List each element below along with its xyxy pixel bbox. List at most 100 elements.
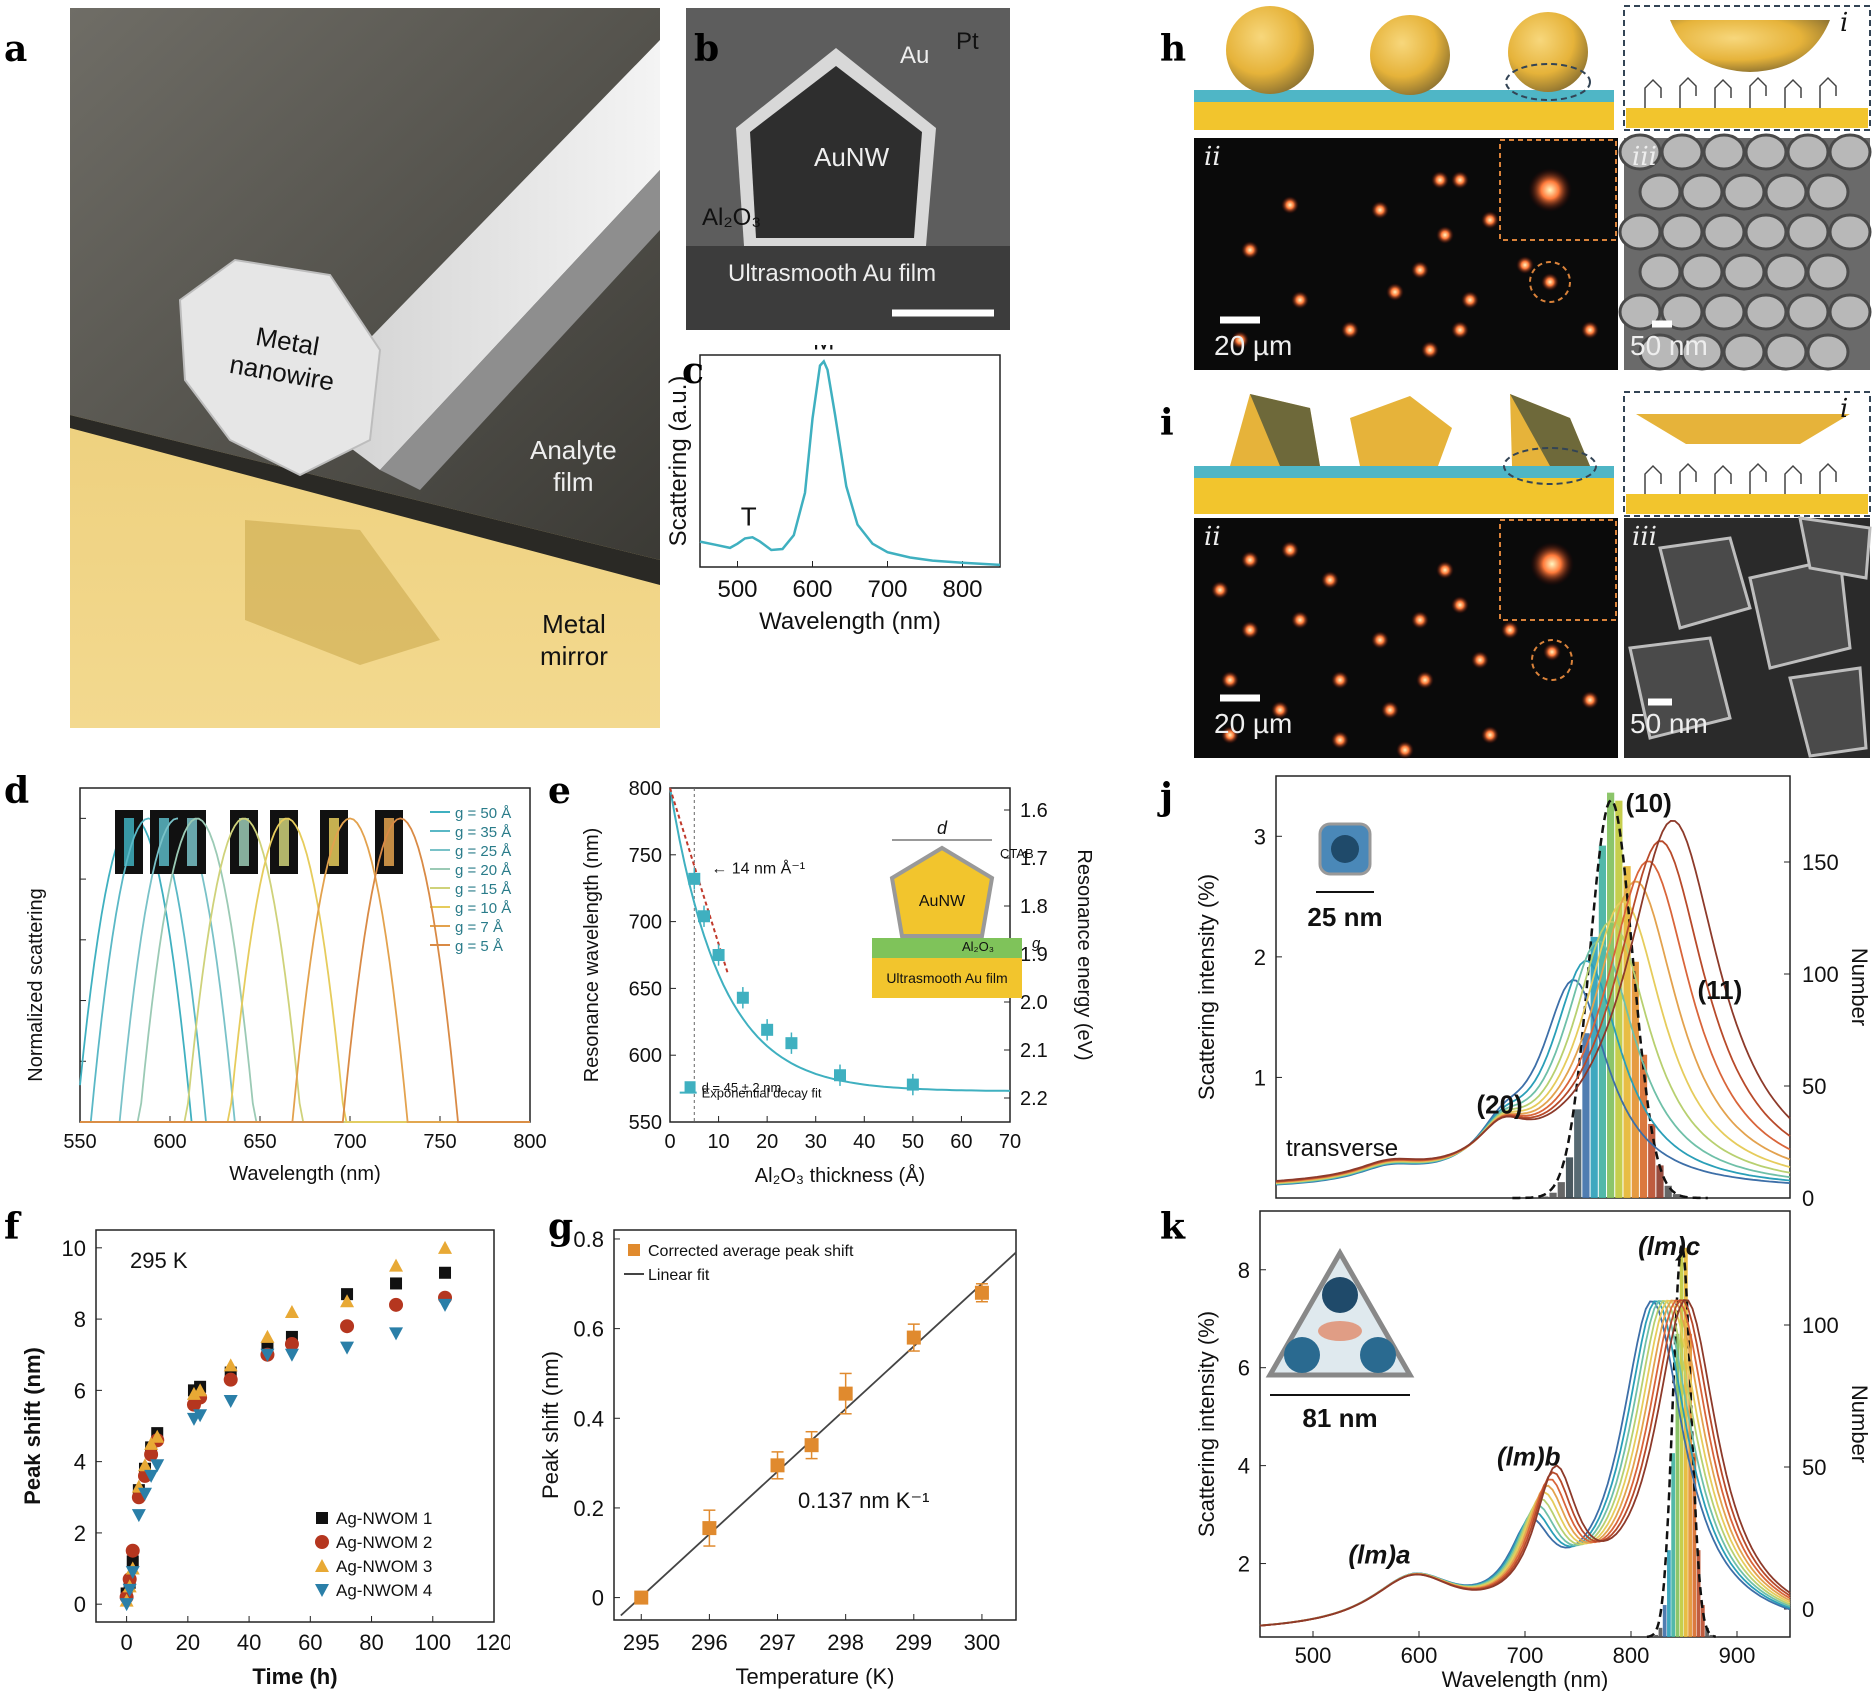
i-label-i: i <box>1840 394 1849 424</box>
plot-frame <box>613 1229 1017 1621</box>
dark-field-spot-i-8 <box>1221 671 1239 689</box>
histogram-bar-858 <box>1692 1453 1697 1637</box>
marker-s2-5 <box>144 1436 159 1450</box>
x-tick-label-1: 600 <box>1401 1643 1438 1668</box>
x-tick-label-1: 600 <box>153 1131 186 1153</box>
histogram-bar-732 <box>1565 1157 1574 1198</box>
mode-label-20: (20) <box>1476 1090 1522 1120</box>
marker-s3-14 <box>438 1298 453 1312</box>
marker-s2-12 <box>340 1294 355 1308</box>
histogram-bar-708 <box>1541 1196 1549 1198</box>
panel-c: 500 600 700 800 M T Wavelength (nm) Scattering … <box>660 345 1020 765</box>
x-tick-label-2: 650 <box>243 1131 276 1153</box>
panel-f: 0 20 40 60 80 100 120 0 2 4 6 8 10 Ag-NWOM 1 Ag-NWOM 2… <box>0 1200 510 1691</box>
marker-s2-11 <box>284 1304 299 1318</box>
scattering-intensity-chart-j: 1 2 3 0 50 100 150 (10) (11) (20) transverse 25 nm S… <box>1194 775 1872 1210</box>
y-axis-label: Peak shift (nm) <box>20 1347 45 1505</box>
marker-s3-1 <box>122 1583 137 1597</box>
marker-s2-13 <box>389 1258 404 1272</box>
inset-al2o3-layer <box>872 938 1022 958</box>
data-point-0 <box>688 872 701 885</box>
histogram-bar-716 <box>1549 1192 1557 1198</box>
histogram-bar-756 <box>1590 936 1598 1198</box>
inset-nanowire <box>889 845 995 938</box>
marker-s0-12 <box>341 1288 354 1301</box>
dark-field-spot-h-12 <box>1451 171 1469 189</box>
histogram-bar-870 <box>1705 1627 1709 1637</box>
panel-letter-c: c <box>682 350 704 392</box>
y2-tick-label-2: 100 <box>1802 1313 1839 1338</box>
thumb-glow-1 <box>159 818 169 866</box>
marker-s3-2 <box>125 1566 140 1580</box>
y2-tick-label-6: 2.2 <box>1020 1088 1048 1110</box>
marker-s2-14 <box>438 1240 453 1254</box>
i-scale-20um: 20 µm <box>1214 708 1293 739</box>
inset-size-label: 25 nm <box>1307 902 1382 932</box>
au-label: Au <box>900 42 930 69</box>
data-point-1 <box>698 910 710 923</box>
inset-lobe-top <box>1322 1277 1358 1313</box>
thumb-glow-6 <box>384 818 394 866</box>
y2-tick-label-1: 50 <box>1802 1074 1826 1099</box>
sem-particle-1-2 <box>1722 173 1766 211</box>
au-film-label: Ultrasmooth Au film <box>728 260 937 287</box>
marker-s3-12 <box>340 1341 355 1355</box>
sem-particle-0-5 <box>1828 133 1872 171</box>
mode-label-10: (10) <box>1626 788 1672 818</box>
x-tick-label-0: 500 <box>717 576 757 603</box>
legend-label-1: g = 35 Å <box>455 824 511 841</box>
dark-field-spot-i-17 <box>1543 643 1561 661</box>
gaussian-fit <box>1512 798 1708 1200</box>
aunw-label: AuNW <box>814 142 890 172</box>
dark-field-spot-h-0 <box>1241 241 1259 259</box>
histogram-bar-836 <box>1672 1194 1681 1198</box>
sem-particle-1-4 <box>1806 173 1850 211</box>
marker-s3-4 <box>137 1487 152 1501</box>
sem-particle-4-5 <box>1828 293 1872 331</box>
sem-particle-3-3 <box>1764 253 1808 291</box>
linear-fit-line <box>620 1251 1017 1617</box>
dark-field-spot-i-2 <box>1281 541 1299 559</box>
panel-b: Au Pt AuNW Al₂O₃ Ultrasmooth Au film <box>686 8 1010 330</box>
sem-particle-5-4 <box>1806 333 1850 371</box>
x-tick-label-0: 550 <box>63 1131 96 1153</box>
scattering-curve <box>699 359 1001 567</box>
dark-field-spot-h-6 <box>1411 261 1429 279</box>
histogram-bar-862 <box>1696 1550 1701 1637</box>
legend-label-3: Ag-NWOM 4 <box>336 1581 432 1600</box>
scattering-intensity-chart-k: 500 600 700 800 900 2 4 6 8 0 50 100 (lm)c (lm)b (lm)a… <box>1194 1210 1872 1691</box>
marker-s3-9 <box>223 1395 238 1409</box>
x-tick-label-0: 0 <box>120 1630 132 1655</box>
x-tick-label-4: 900 <box>1719 1643 1756 1668</box>
dark-field-spot-h-14 <box>1581 321 1599 339</box>
legend-marker-0 <box>628 1244 640 1256</box>
h-label-i: i <box>1840 8 1849 38</box>
marker-s2-10 <box>260 1329 275 1343</box>
dark-field-spot-i-15 <box>1471 651 1489 669</box>
dark-field-spot-h-11 <box>1516 256 1534 274</box>
legend-label-6: g = 7 Å <box>455 919 503 936</box>
marker-s0-2 <box>126 1555 139 1568</box>
thumb-glow-4 <box>279 818 289 866</box>
x-tick-label-3: 800 <box>1613 1643 1650 1668</box>
panel-letter-a: a <box>4 28 28 70</box>
x-tick-label-0: 295 <box>623 1630 660 1655</box>
h-label-iii: iii <box>1632 142 1657 172</box>
panel-letter-b: b <box>694 28 720 70</box>
histogram-bar-834 <box>1667 1550 1671 1637</box>
y-tick-label-1: 0.2 <box>573 1496 604 1521</box>
legend-label-0: Corrected average peak shift <box>648 1243 854 1260</box>
dark-field-spot-h-9 <box>1451 321 1469 339</box>
data-point-2 <box>770 1458 785 1473</box>
y-tick-label-4: 0.8 <box>573 1227 604 1252</box>
panel-d: 550 600 650 700 750 800 g = 50 Å g = 35 Å g = 25… <box>0 770 550 1200</box>
y2-tick-label-1: 1.7 <box>1020 848 1048 870</box>
marker-s3-6 <box>150 1459 165 1473</box>
y2-axis-label: Number <box>1847 1385 1872 1463</box>
dark-field-spot-i-14 <box>1411 611 1429 629</box>
x-tick-label-7: 70 <box>999 1131 1021 1153</box>
histogram-bar-812 <box>1648 1123 1656 1198</box>
x-tick-label-4: 80 <box>359 1630 383 1655</box>
metal-mirror-label: Metal mirror <box>540 609 608 671</box>
y2-axis-label: Number <box>1847 948 1872 1026</box>
